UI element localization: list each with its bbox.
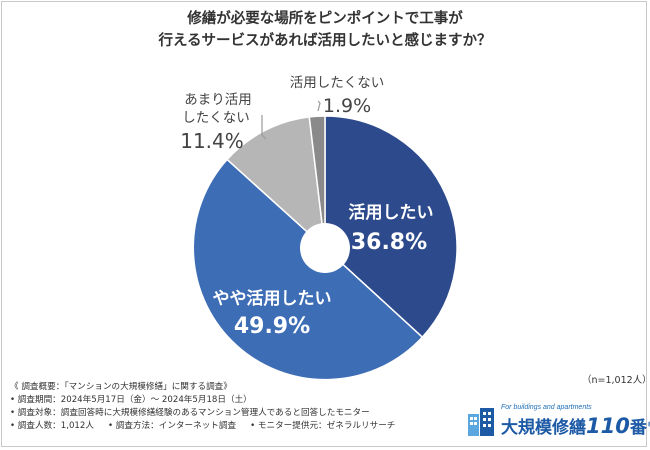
label-want-to-use: 活用したい (349, 202, 434, 223)
title-line-2: 行えるサービスがあれば活用したいと感じますか？ (158, 33, 492, 49)
logo-name-text: 大規模修繕 (501, 418, 586, 438)
logo-number: 110 (586, 414, 630, 438)
sample-size-note: （n=1,012人） (582, 375, 650, 386)
leader-line-unwilling (317, 100, 321, 112)
label-somewhat-want: やや活用したい (213, 288, 332, 309)
brand-logo: For buildings and apartments 大規模修繕110番® (466, 404, 650, 440)
overview-last-line: • 調査人数：1,012人 • 調査方法：インターネット調査 • モニター提供元：ゼ… (10, 420, 395, 433)
overview-method: • 調査方法：インターネット調査 (107, 421, 237, 431)
value-rather-not: 11.4% (180, 129, 244, 153)
overview-heading: 《 調査概要：「マンションの大規模修繕」に関する調査》 (10, 382, 232, 392)
title-line-1: 修繕が必要な場所をピンポイントで工事が (187, 11, 463, 27)
overview-period: • 調査期間：2024年5月17日（金）～ 2024年5月18日（土） (10, 395, 252, 405)
label-rather-not-line-1: あまり活用 (184, 92, 252, 108)
chart-title: 修繕が必要な場所をピンポイントで工事が 行えるサービスがあれば活用したいと感じま… (0, 8, 650, 52)
logo-tagline: For buildings and apartments (501, 404, 592, 411)
value-want-to-use: 36.8% (351, 230, 427, 255)
logo-name: 大規模修繕110番® (501, 413, 650, 438)
logo-suffix: 番 (629, 418, 647, 438)
overview-count: • 調査人数：1,012人 (10, 421, 94, 431)
logo-registered: ® (647, 420, 650, 428)
survey-overview: 《 調査概要：「マンションの大規模修繕」に関する調査》 • 調査期間：2024年… (10, 381, 395, 433)
overview-target: • 調査対象：調査回答時に大規模修繕経験のあるマンション管理人であると回答したモ… (10, 408, 370, 418)
leader-line-rather-not (261, 115, 267, 140)
label-unwilling: 活用したくない (290, 75, 385, 91)
pie-slices (192, 115, 458, 381)
donut-hole (300, 223, 350, 273)
value-somewhat-want: 49.9% (234, 314, 310, 339)
label-rather-not-line-2: したくない (182, 110, 250, 126)
overview-provider: • モニター提供元：ゼネラルリサーチ (250, 421, 396, 431)
value-unwilling: 1.9% (323, 95, 371, 117)
slice-somewhat-want (192, 158, 424, 381)
slice-want-to-use (324, 115, 458, 339)
slice-rather-not (226, 116, 326, 250)
building-icon (468, 408, 494, 436)
slice-unwilling (308, 115, 326, 249)
